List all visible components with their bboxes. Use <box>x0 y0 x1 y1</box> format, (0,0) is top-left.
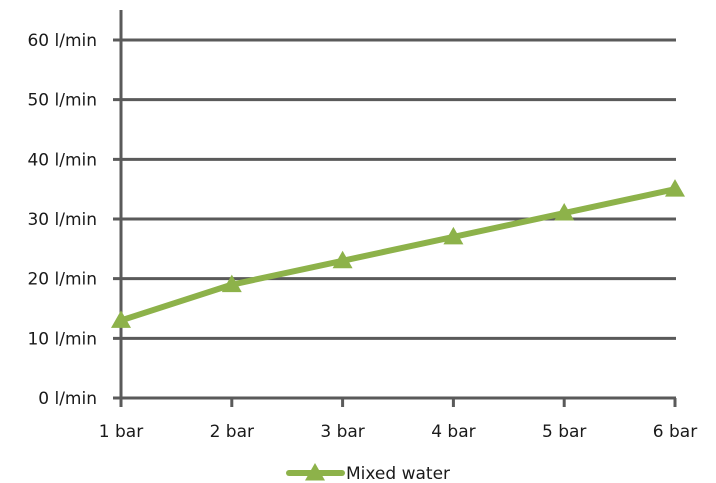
x-tick-label: 2 bar <box>210 422 254 442</box>
y-tick-label: 50 l/min <box>27 91 97 111</box>
legend-triangle-icon <box>305 463 325 481</box>
series-mixed-water <box>111 179 685 328</box>
x-tick-label: 1 bar <box>99 422 143 442</box>
y-tick-labels: 0 l/min 10 l/min 20 l/min 30 l/min 40 l/min 5… <box>27 31 97 409</box>
y-tick-label: 40 l/min <box>27 150 97 170</box>
y-tick-label: 30 l/min <box>27 210 97 230</box>
data-point-triangle <box>554 203 575 221</box>
x-tick-labels: 1 bar 2 bar 3 bar 4 bar 5 bar 6 bar <box>99 422 697 442</box>
x-tick-label: 6 bar <box>653 422 697 442</box>
y-tick-label: 60 l/min <box>27 31 97 51</box>
data-point-triangle <box>221 274 242 293</box>
data-point-triangle <box>665 179 685 197</box>
legend-label-mixed-water: Mixed water <box>346 464 450 483</box>
y-tick-label: 20 l/min <box>27 270 97 290</box>
series-line-mixed-water <box>118 186 678 324</box>
x-tick-label: 5 bar <box>542 422 586 442</box>
x-tick-label: 4 bar <box>431 422 475 442</box>
data-point-triangle <box>332 250 353 269</box>
gridlines <box>113 38 676 340</box>
x-tick-label: 3 bar <box>320 422 364 442</box>
axes <box>113 10 677 407</box>
data-point-triangle <box>111 310 131 328</box>
y-tick-label: 0 l/min <box>38 389 97 409</box>
data-point-triangle <box>443 226 464 245</box>
legend: Mixed water <box>286 463 450 483</box>
y-tick-label: 10 l/min <box>27 329 97 349</box>
